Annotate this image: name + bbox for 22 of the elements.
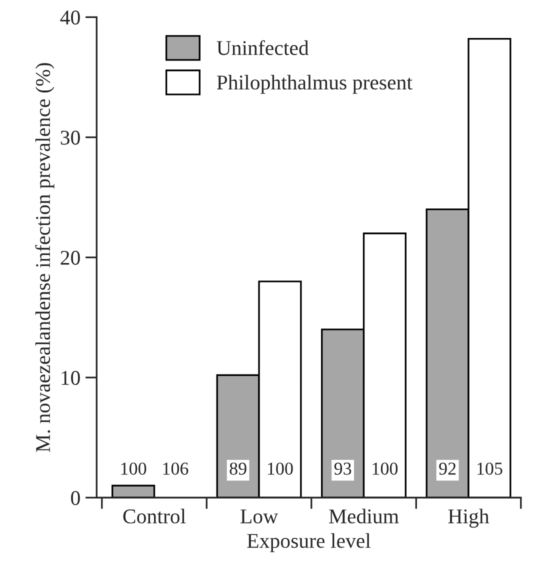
x-tick-label: Control [123, 508, 186, 524]
x-tick-label: Low [240, 510, 278, 524]
y-tick-label: 40 [60, 10, 80, 25]
annotation: 100 [372, 462, 398, 475]
y-tick-label: 10 [62, 370, 80, 385]
annotation: 100 [268, 462, 293, 475]
annotation: 100 [121, 462, 146, 475]
y-axis-title: M. novaezealandense infection prevalence (%) [35, 63, 54, 452]
annotation: 92 [439, 462, 456, 475]
annotation: 106 [163, 462, 188, 475]
annotation: 93 [334, 462, 352, 475]
bar [112, 484, 156, 498]
legend-label: Uninfected [216, 40, 309, 56]
x-tick-label: Medium [329, 508, 399, 524]
y-tick-label: 20 [60, 250, 80, 265]
y-tick-label: 30 [60, 130, 80, 145]
y-tick-label: 0 [71, 491, 80, 506]
x-axis-title: Exposure level [247, 533, 371, 552]
annotation: 89 [230, 462, 246, 475]
annotation: 105 [478, 462, 502, 475]
legend-label: Philophthalmus present [216, 74, 412, 94]
x-tick-label: High [448, 508, 490, 528]
